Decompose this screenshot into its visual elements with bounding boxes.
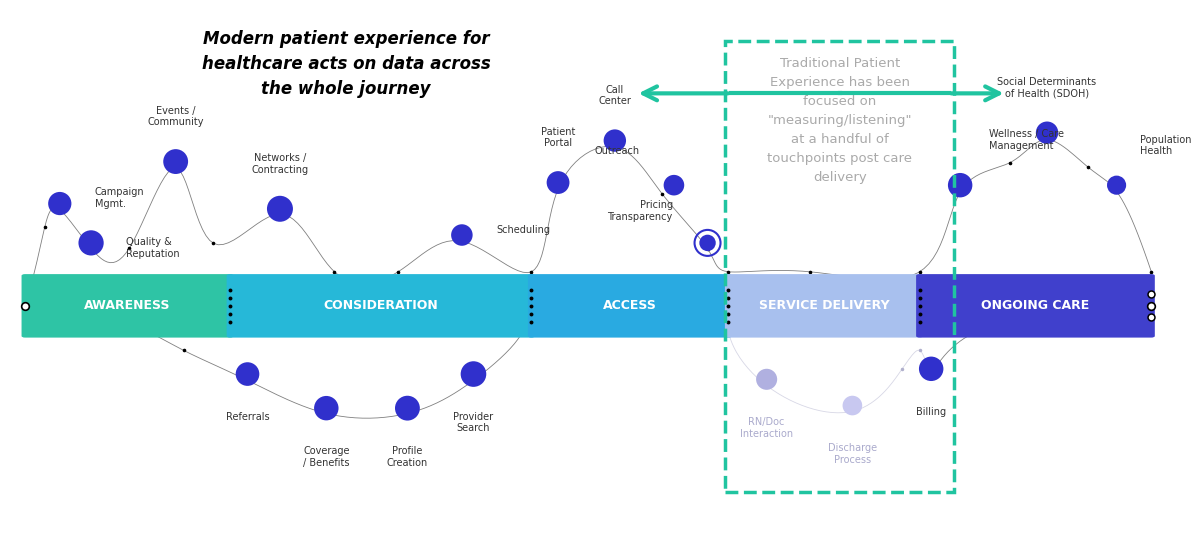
Point bbox=[757, 375, 776, 384]
Text: Campaign
Mgmt.: Campaign Mgmt. bbox=[95, 188, 144, 209]
Text: Traditional Patient
Experience has been
focused on
"measuring/listening"
at a ha: Traditional Patient Experience has been … bbox=[767, 56, 912, 184]
Text: Referrals: Referrals bbox=[226, 412, 269, 422]
Point bbox=[270, 205, 289, 213]
Point bbox=[698, 239, 718, 247]
Text: AWARENESS: AWARENESS bbox=[84, 300, 170, 312]
FancyBboxPatch shape bbox=[725, 274, 923, 337]
Point bbox=[317, 404, 336, 413]
Point bbox=[166, 157, 185, 166]
Text: CONSIDERATION: CONSIDERATION bbox=[323, 300, 438, 312]
Point bbox=[464, 370, 484, 378]
Text: Discharge
Process: Discharge Process bbox=[828, 443, 877, 465]
FancyBboxPatch shape bbox=[528, 274, 732, 337]
Text: RN/Doc
Interaction: RN/Doc Interaction bbox=[740, 417, 793, 439]
Text: Coverage
/ Benefits: Coverage / Benefits bbox=[304, 446, 349, 467]
Point bbox=[82, 239, 101, 247]
Point bbox=[665, 181, 684, 189]
Text: Scheduling: Scheduling bbox=[497, 225, 551, 235]
FancyBboxPatch shape bbox=[227, 274, 535, 337]
Text: ONGOING CARE: ONGOING CARE bbox=[982, 300, 1090, 312]
FancyBboxPatch shape bbox=[916, 274, 1154, 337]
Text: Modern patient experience for
healthcare acts on data across
the whole journey: Modern patient experience for healthcare… bbox=[202, 30, 491, 99]
Text: Wellness / Care
Management: Wellness / Care Management bbox=[989, 130, 1064, 151]
Text: Call
Center: Call Center bbox=[599, 85, 631, 107]
Point bbox=[950, 181, 970, 189]
Text: Provider
Search: Provider Search bbox=[454, 412, 493, 433]
Point bbox=[605, 136, 624, 145]
Text: Quality &
Reputation: Quality & Reputation bbox=[126, 237, 180, 259]
Text: Profile
Creation: Profile Creation bbox=[386, 446, 428, 467]
Text: Pricing
Transparency: Pricing Transparency bbox=[607, 200, 673, 222]
Point bbox=[1106, 181, 1126, 189]
FancyBboxPatch shape bbox=[22, 274, 234, 337]
Point bbox=[452, 231, 472, 239]
Text: ACCESS: ACCESS bbox=[602, 300, 656, 312]
Text: Networks /
Contracting: Networks / Contracting bbox=[251, 153, 308, 175]
Point bbox=[238, 370, 257, 378]
Point bbox=[698, 239, 718, 247]
Text: Patient
Portal: Patient Portal bbox=[541, 127, 575, 149]
Text: SERVICE DELIVERY: SERVICE DELIVERY bbox=[758, 300, 889, 312]
Point bbox=[50, 199, 70, 208]
Text: Billing: Billing bbox=[916, 407, 947, 417]
Point bbox=[842, 401, 862, 410]
Point bbox=[398, 404, 418, 413]
Text: Population
Health: Population Health bbox=[1140, 135, 1192, 156]
Point bbox=[548, 179, 568, 187]
Point bbox=[922, 365, 941, 373]
Text: Outreach: Outreach bbox=[594, 147, 640, 156]
Point bbox=[1038, 128, 1057, 137]
Text: Events /
Community: Events / Community bbox=[148, 106, 204, 127]
Text: Social Determinants
of Health (SDOH): Social Determinants of Health (SDOH) bbox=[997, 77, 1097, 99]
